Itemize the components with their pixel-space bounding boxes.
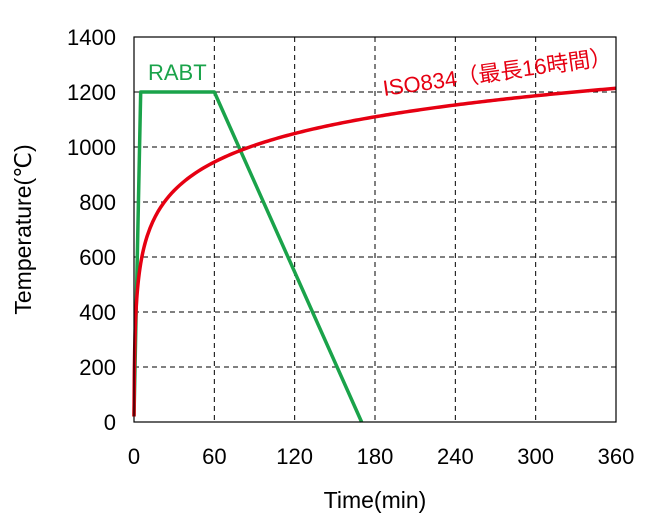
y-tick-label: 400	[79, 300, 116, 325]
y-tick-label: 1200	[67, 80, 116, 105]
series-layer	[132, 86, 617, 423]
x-tick-label: 360	[598, 444, 635, 469]
y-tick-label: 0	[104, 410, 116, 435]
plot-frame	[133, 36, 617, 423]
y-tick-label: 1400	[67, 25, 116, 50]
grid-lines	[134, 37, 616, 422]
y-axis-label: Temperature(℃)	[10, 144, 36, 314]
y-tick-label: 600	[79, 245, 116, 270]
x-tick-label: 60	[202, 444, 226, 469]
y-tick-label: 1000	[67, 135, 116, 160]
x-tick-label: 180	[357, 444, 394, 469]
x-tick-label: 300	[517, 444, 554, 469]
tick-labels: 0 200 400 600 800 1000 1200 1400 0 60 120 180 240 300…	[67, 25, 634, 469]
series-line-iso834	[132, 86, 617, 417]
x-tick-label: 120	[276, 444, 313, 469]
x-axis-label: Time(min)	[324, 487, 427, 513]
x-tick-label: 240	[437, 444, 474, 469]
series-line-rabt	[132, 90, 364, 423]
y-tick-label: 200	[79, 355, 116, 380]
y-tick-label: 800	[79, 190, 116, 215]
series-label-rabt: RABT	[148, 60, 207, 85]
x-tick-label: 0	[128, 444, 140, 469]
